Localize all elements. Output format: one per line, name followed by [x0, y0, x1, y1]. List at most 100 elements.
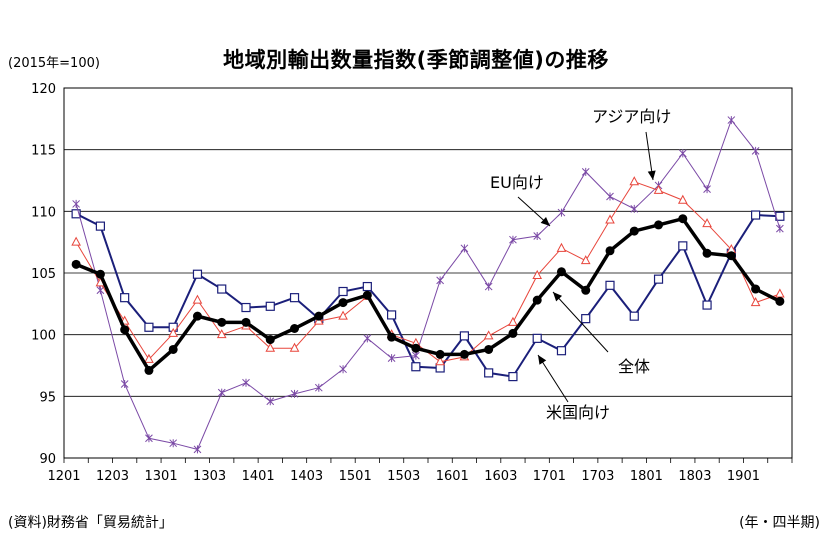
data-point [265, 335, 275, 345]
data-point [192, 294, 203, 304]
series-line [75, 119, 781, 450]
data-point [314, 383, 323, 392]
data-point [556, 267, 566, 277]
data-point [459, 331, 469, 341]
data-point [411, 343, 421, 353]
data-point [169, 439, 178, 448]
data-point [533, 232, 542, 240]
data-point [387, 310, 397, 320]
data-point [216, 329, 227, 339]
annotation-arrow [552, 291, 609, 353]
data-point [629, 311, 639, 321]
x-tick-label: 1801 [630, 469, 663, 484]
data-point [145, 434, 153, 443]
data-point [654, 220, 664, 230]
data-point [702, 248, 712, 258]
data-point [72, 199, 80, 208]
data-point [460, 244, 469, 253]
data-point [630, 204, 639, 213]
data-point [726, 251, 736, 261]
data-point [362, 290, 372, 300]
data-point [96, 286, 105, 295]
data-point [727, 116, 736, 125]
annotation-arrowhead [538, 355, 547, 365]
data-point [581, 314, 591, 324]
annotation-label: EU向け [490, 173, 544, 192]
data-point [193, 445, 202, 454]
data-point [242, 378, 250, 387]
data-point [532, 295, 542, 305]
annotation-label: 全体 [618, 357, 650, 376]
data-point [678, 241, 688, 251]
annotation-label: 米国向け [546, 403, 610, 422]
data-point [605, 246, 615, 256]
x-tick-label: 1303 [193, 469, 226, 484]
data-point [362, 281, 372, 292]
data-point [217, 388, 226, 397]
x-tick-label: 1201 [47, 469, 80, 484]
data-point [484, 368, 494, 378]
x-tick-label: 1203 [96, 469, 129, 484]
data-point [289, 293, 300, 303]
x-tick-label: 1803 [678, 469, 711, 484]
data-point [338, 298, 348, 308]
data-point [265, 342, 276, 352]
data-point [387, 354, 396, 363]
data-point [702, 218, 712, 228]
y-tick-label: 115 [31, 144, 56, 159]
data-point [581, 285, 591, 295]
data-point [95, 269, 105, 279]
data-point [581, 167, 590, 176]
y-tick-label: 95 [39, 390, 56, 405]
data-point [120, 293, 130, 303]
data-point [483, 330, 494, 340]
data-point [750, 210, 761, 220]
data-point [95, 221, 106, 231]
data-point [751, 146, 760, 155]
data-point [580, 255, 591, 265]
data-point [556, 242, 567, 252]
data-point [144, 322, 154, 332]
y-unit-note: (2015年=100) [8, 56, 100, 71]
data-point [532, 333, 542, 343]
data-point [266, 397, 275, 406]
data-point [532, 269, 543, 279]
annotation-label: アジア向け [592, 107, 671, 126]
x-tick-label: 1701 [533, 469, 566, 484]
data-point [629, 226, 639, 236]
data-point [168, 327, 179, 337]
data-point [677, 194, 688, 204]
data-point [751, 284, 761, 294]
data-point [653, 184, 664, 194]
data-point [241, 302, 251, 313]
data-point [508, 316, 518, 326]
annotation-arrow [537, 354, 569, 403]
data-point [241, 317, 251, 327]
data-point [290, 324, 300, 333]
data-point [71, 236, 81, 246]
data-point [71, 209, 81, 219]
data-point [484, 344, 494, 354]
data-point [556, 346, 567, 356]
data-point [435, 349, 445, 359]
data-point [702, 300, 712, 310]
data-point [776, 224, 784, 233]
data-point [508, 328, 518, 338]
data-point [703, 185, 711, 194]
data-point [217, 317, 227, 327]
data-point [436, 276, 444, 285]
data-point [265, 301, 275, 311]
data-point [314, 311, 324, 321]
annotation-arrowhead [540, 216, 550, 226]
data-point [290, 389, 299, 398]
data-point [339, 365, 347, 374]
data-point [605, 280, 615, 290]
data-point [289, 342, 300, 352]
data-point [71, 259, 81, 269]
data-point [338, 286, 348, 297]
x-tick-label: 1703 [581, 469, 614, 484]
x-tick-label: 1401 [242, 469, 275, 484]
data-point [653, 274, 664, 284]
data-point [629, 176, 640, 186]
